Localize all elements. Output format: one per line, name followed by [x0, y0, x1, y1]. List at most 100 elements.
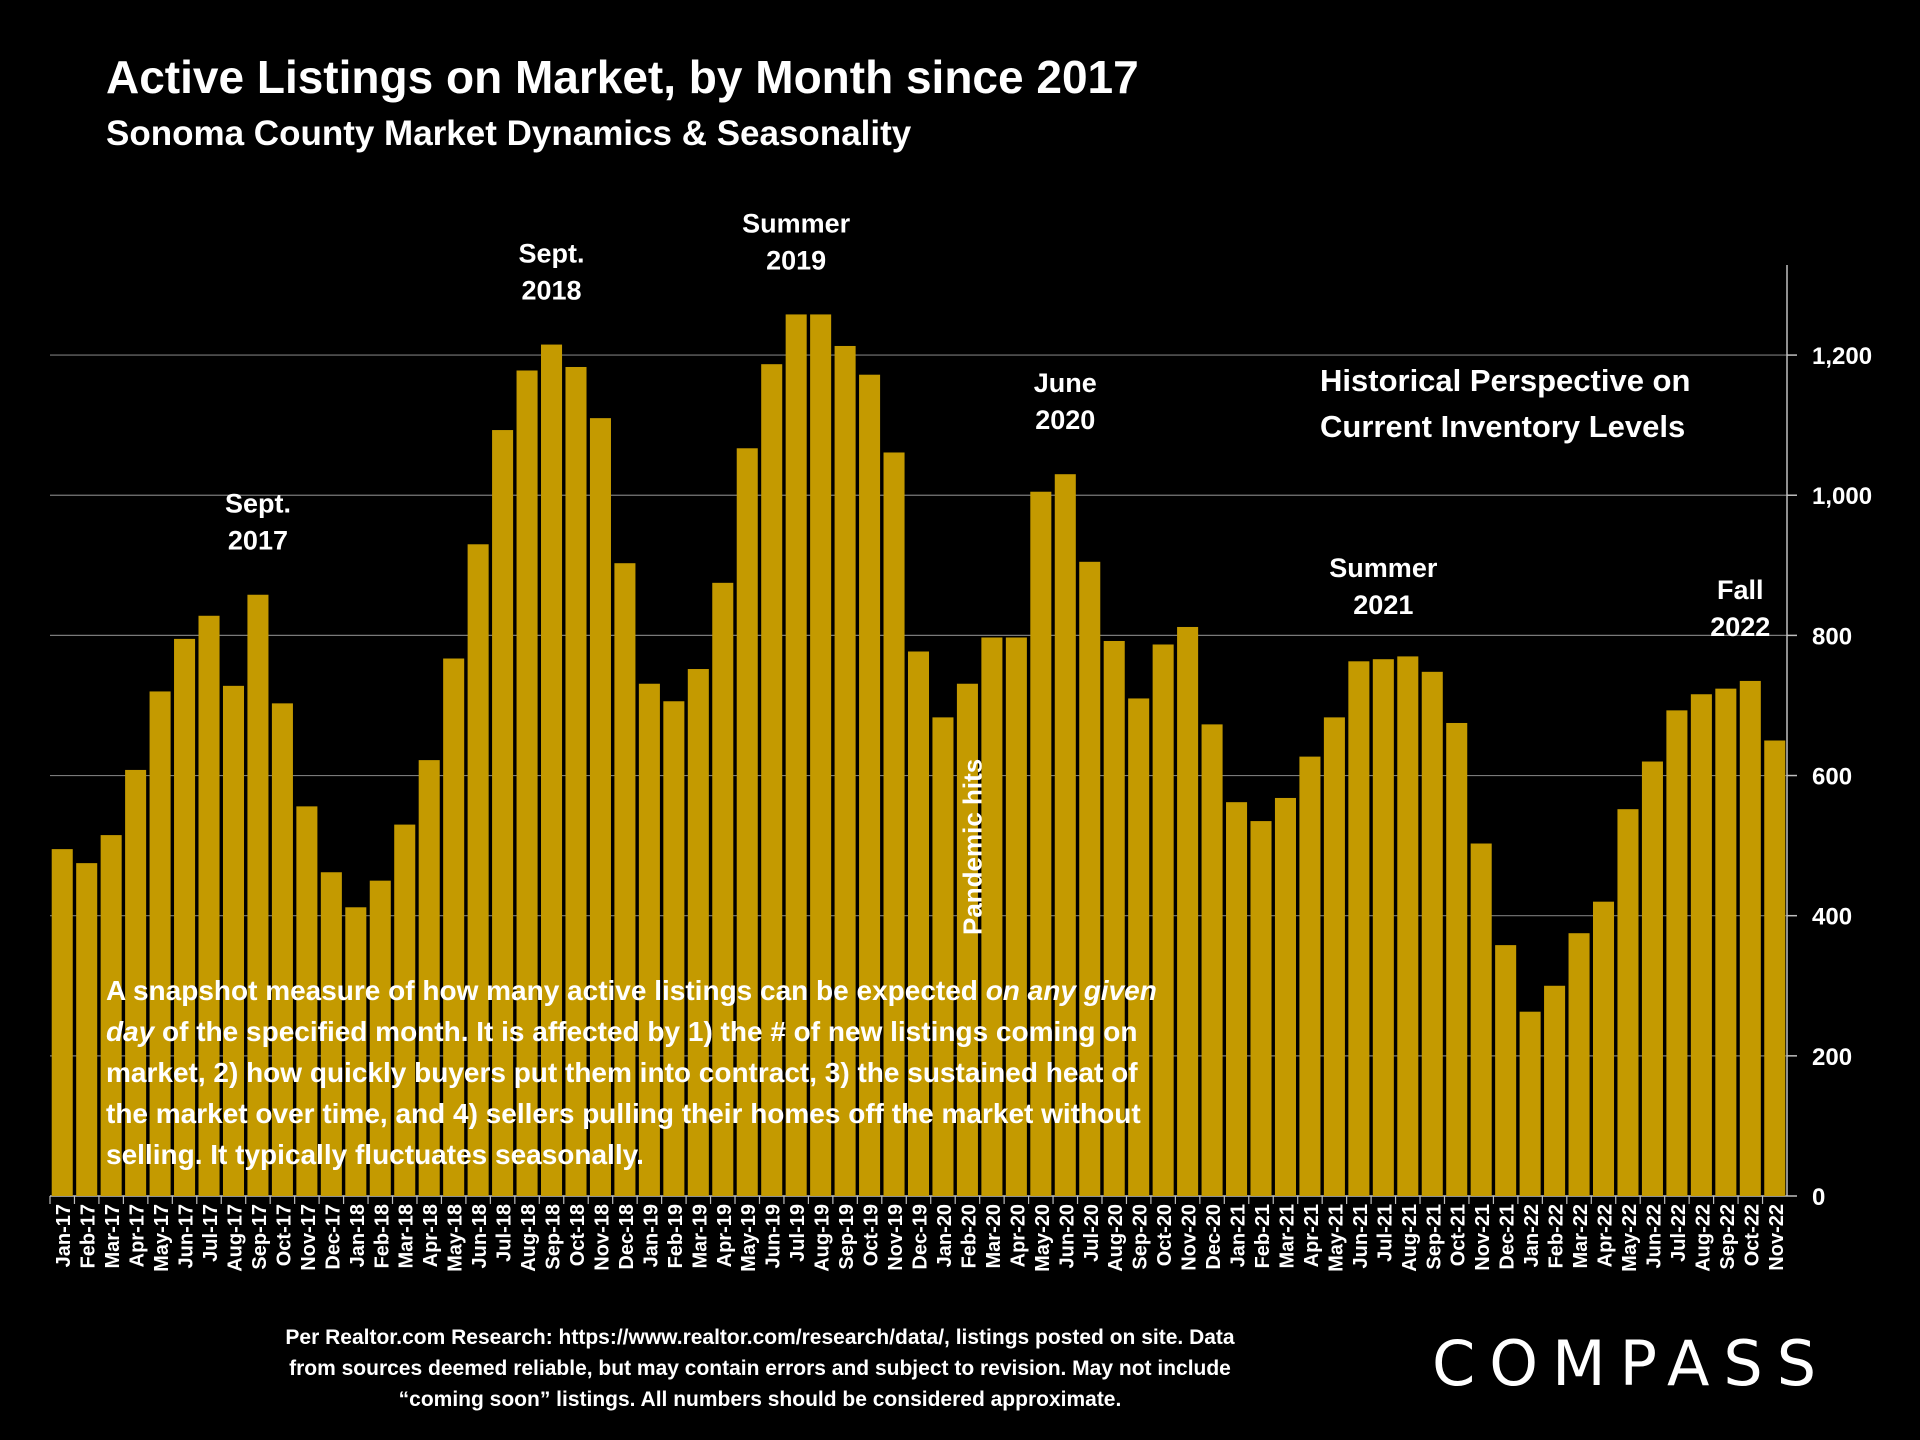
y-tick-label: 0 [1812, 1184, 1825, 1211]
source-footnote: Per Realtor.com Research: https://www.re… [285, 1326, 1235, 1411]
bar [663, 701, 685, 1196]
x-tick-label: May-20 [1032, 1204, 1054, 1272]
x-tick-label: Mar-17 [102, 1204, 124, 1268]
bar [565, 366, 587, 1196]
note-emphasis: on any given day [106, 975, 1157, 1047]
bar [810, 314, 832, 1196]
pandemic-label: Pandemic hits [958, 759, 988, 935]
bar [198, 615, 220, 1196]
x-tick-label: Aug-17 [224, 1204, 246, 1272]
x-tick-label: Jul-20 [1081, 1204, 1103, 1262]
x-tick-label: Dec-17 [322, 1204, 344, 1270]
x-tick-label: Mar-18 [396, 1204, 418, 1268]
x-tick-label: Sep-20 [1130, 1204, 1152, 1270]
bar [271, 703, 293, 1196]
x-tick-label: Jan-18 [347, 1204, 369, 1267]
bar [516, 370, 538, 1196]
bar [712, 582, 734, 1196]
x-tick-label: Nov-17 [298, 1204, 320, 1271]
y-tick-label: 600 [1812, 764, 1852, 791]
x-tick-label: Nov-22 [1766, 1204, 1788, 1271]
x-tick-label: May-22 [1619, 1204, 1641, 1272]
x-tick-label: Feb-22 [1546, 1204, 1568, 1268]
x-tick-label: May-19 [738, 1204, 760, 1272]
bar [981, 637, 1003, 1196]
bar [1544, 985, 1566, 1196]
bar [907, 651, 930, 1196]
x-tick-label: Oct-20 [1154, 1204, 1176, 1266]
bar [443, 658, 465, 1196]
bar [418, 760, 440, 1196]
bar [125, 769, 147, 1196]
x-tick-label: Dec-21 [1497, 1204, 1519, 1270]
bar [1372, 659, 1394, 1196]
x-tick-label: Sep-17 [249, 1204, 271, 1270]
peak-annotation: 2019 [766, 245, 826, 275]
bar [614, 563, 636, 1196]
bar [467, 544, 489, 1196]
bar [1250, 821, 1272, 1196]
x-tick-label: Jan-22 [1521, 1204, 1543, 1267]
x-tick-label: Aug-22 [1692, 1204, 1714, 1272]
peak-annotation: Sept. [225, 489, 291, 519]
bar [785, 314, 807, 1196]
bar [1666, 710, 1688, 1196]
bar [1274, 797, 1296, 1196]
x-tick-label: Jul-19 [787, 1204, 809, 1262]
x-tick-label: Apr-20 [1007, 1204, 1029, 1267]
peak-annotation: June [1034, 368, 1097, 398]
x-tick-label: Aug-21 [1399, 1204, 1421, 1272]
bar [687, 669, 709, 1196]
x-tick-label: Jan-21 [1228, 1204, 1250, 1267]
y-tick-label: 1,200 [1812, 343, 1872, 370]
x-tick-label: Apr-21 [1301, 1204, 1323, 1267]
x-tick-label: Feb-20 [958, 1204, 980, 1268]
bar [541, 344, 563, 1196]
bar [1323, 717, 1345, 1196]
x-tick-label: Jul-18 [494, 1204, 516, 1262]
bar [51, 849, 73, 1196]
explanation-note: A snapshot measure of how many active li… [106, 970, 1181, 1175]
bar [222, 685, 245, 1196]
bar [1177, 626, 1199, 1196]
x-tick-label: Aug-20 [1105, 1204, 1127, 1272]
bar [1079, 561, 1101, 1196]
perspective-line: Current Inventory Levels [1320, 409, 1686, 444]
x-tick-label: Jul-22 [1668, 1204, 1690, 1262]
note-text: A snapshot measure of how many active li… [106, 975, 986, 1006]
x-tick-label: Oct-21 [1448, 1204, 1470, 1266]
peak-annotation: 2020 [1035, 405, 1095, 435]
bar [589, 418, 611, 1197]
x-tick-label: Aug-19 [812, 1204, 834, 1272]
x-tick-label: Dec-20 [1203, 1204, 1225, 1270]
bar [932, 717, 954, 1196]
x-tick-label: Apr-18 [420, 1204, 442, 1267]
x-tick-label: Nov-21 [1472, 1204, 1494, 1271]
bars [51, 314, 1786, 1197]
bar [1348, 661, 1370, 1196]
bar [100, 835, 122, 1196]
bar [1152, 644, 1174, 1196]
bar [1470, 843, 1492, 1196]
y-tick-label: 800 [1812, 623, 1852, 650]
x-tick-label: Mar-20 [983, 1204, 1005, 1268]
x-tick-label: May-18 [445, 1204, 467, 1272]
bar [1568, 933, 1590, 1196]
bar [1764, 740, 1786, 1196]
bar [296, 806, 318, 1196]
bar [394, 824, 416, 1196]
x-tick-label: Oct-17 [273, 1204, 295, 1266]
x-tick-label: Nov-18 [591, 1204, 613, 1271]
bar [1005, 637, 1027, 1196]
peak-annotation: 2021 [1353, 590, 1413, 620]
x-tick-label: May-21 [1325, 1204, 1347, 1272]
bar [1128, 698, 1150, 1196]
x-tick-label: Feb-18 [371, 1204, 393, 1268]
x-tick-label: Sep-22 [1717, 1204, 1739, 1270]
annotations: Sept. 2017 Sept. 2018 Summer 2019 June 2020 Summ… [225, 208, 1770, 935]
bar [174, 638, 196, 1196]
x-tick-label: Jun-21 [1350, 1204, 1372, 1268]
bar [1690, 694, 1712, 1196]
perspective-callout: Historical Perspective on Current Invent… [1320, 358, 1690, 450]
x-tick-label: Mar-19 [689, 1204, 711, 1268]
